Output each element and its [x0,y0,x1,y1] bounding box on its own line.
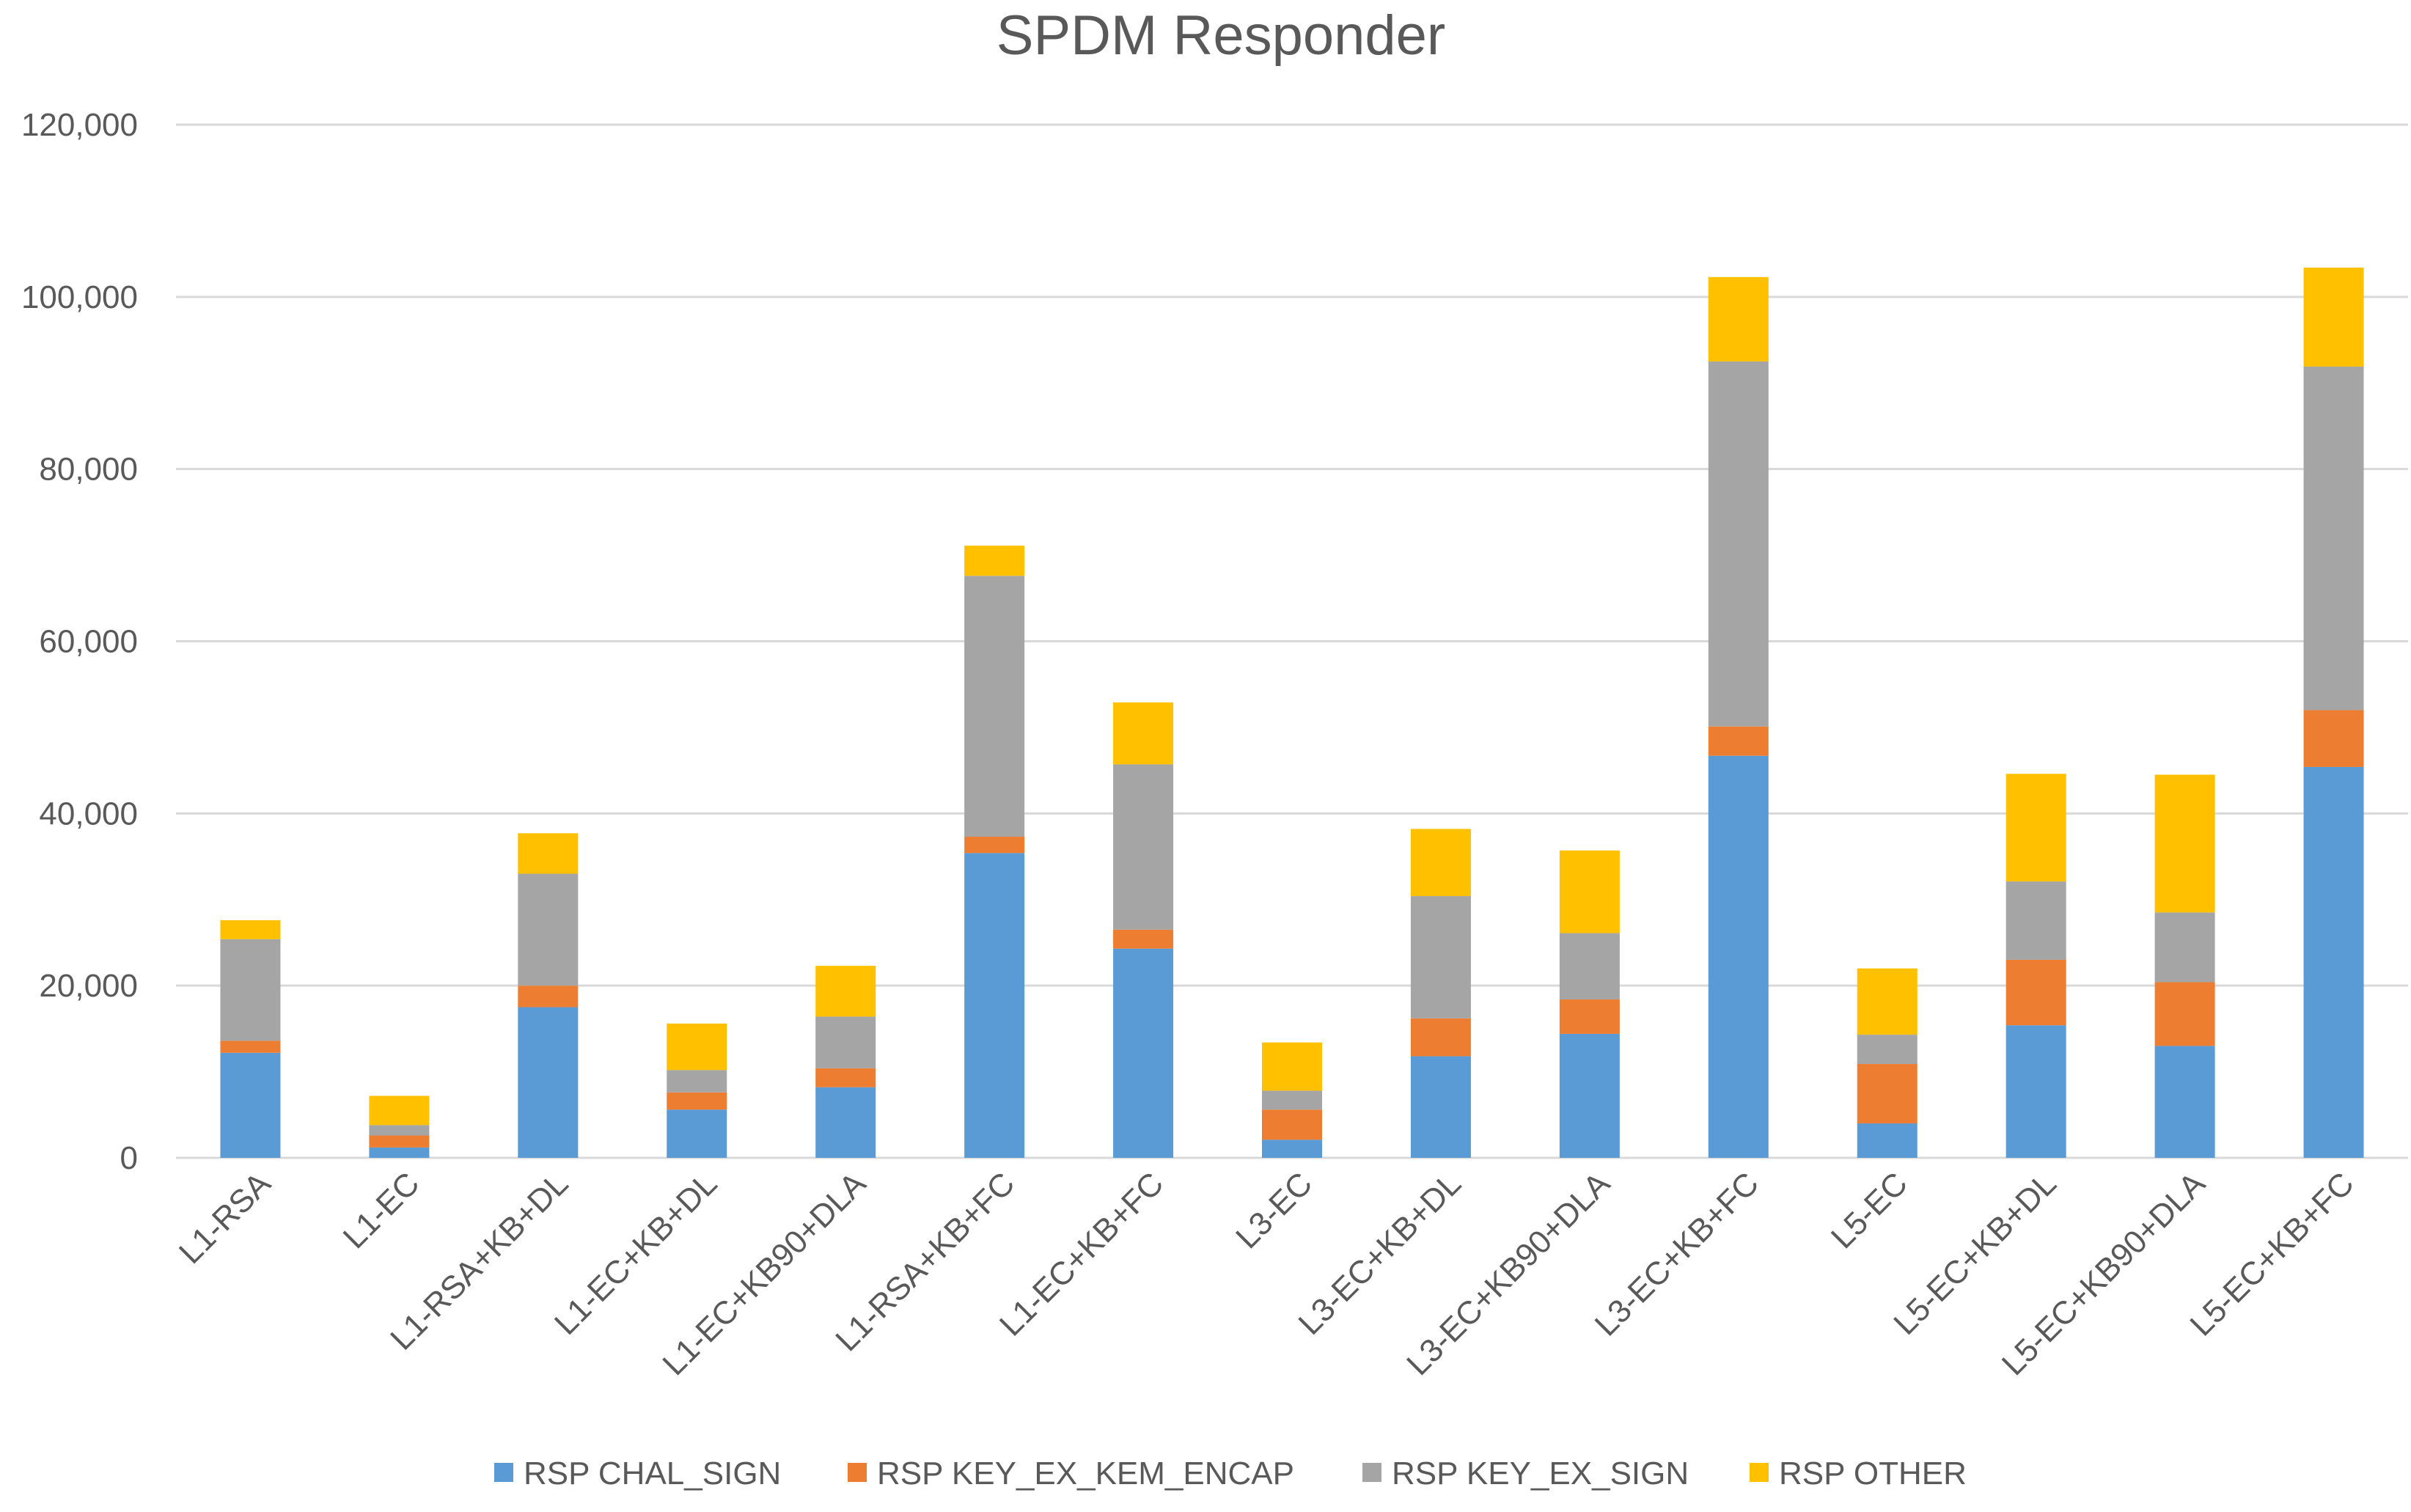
x-tick-label: L3-EC [1229,1165,1319,1255]
bar-segment [2154,1046,2215,1158]
x-tick-label: L1-RSA [172,1165,278,1271]
bar-segment [1113,764,1174,930]
bar-segment [964,546,1025,576]
x-axis-ticks: L1-RSA L1-ECL1-RSA+KB+DLL1-EC+KB+DLL1-EC+… [172,1165,2361,1382]
bar-segment [1857,968,1918,1035]
y-tick-label: 40,000 [39,796,138,832]
bar-segment [220,939,281,1041]
bar-segment [1708,361,1769,727]
y-tick-label: 100,000 [21,279,138,315]
chart-title: SPDM Responder [997,4,1446,67]
bar-segment [2303,710,2364,767]
legend-label: RSP OTHER [1779,1456,1967,1491]
legend-swatch [1362,1463,1381,1482]
bar-segment [220,1041,281,1053]
y-tick-label: 0 [120,1140,138,1176]
bar-segment [1113,929,1174,949]
bar-segment [1113,702,1174,765]
bar-segment [1559,850,1620,933]
legend-label: RSP KEY_EX_SIGN [1392,1456,1689,1491]
bar-segment [1857,1064,1918,1124]
bar-segment [518,986,579,1008]
bar-segment [815,1068,876,1087]
bar-segment [667,1070,727,1093]
y-tick-label: 60,000 [39,624,138,660]
bar-segment [518,873,579,986]
bar-segment [1262,1139,1322,1158]
bar-segment [1262,1090,1322,1110]
bar-segment [2154,982,2215,1046]
legend-label: RSP KEY_EX_KEM_ENCAP [877,1456,1294,1491]
bar-segment [1708,755,1769,1158]
bar-segment [964,837,1025,854]
bar-segment [964,576,1025,837]
bar-segment [1410,1056,1471,1158]
bar-segment [1559,1033,1620,1158]
y-axis-ticks: 0 20,000 40,000 60,000 80,000 100,000 120,000 [21,107,138,1176]
bar-segment [815,966,876,1017]
bar-segment [1262,1109,1322,1140]
legend-item: RSP KEY_EX_SIGN [1362,1456,1689,1491]
legend-swatch [1750,1463,1769,1482]
legend-item: RSP CHAL_SIGN [494,1456,781,1491]
legend-label: RSP CHAL_SIGN [524,1456,781,1491]
bar-segment [1410,1018,1471,1057]
bar-segment [1708,726,1769,756]
bar-segment [2154,912,2215,983]
legend-item: RSP OTHER [1750,1456,1967,1491]
bar-segment [667,1023,727,1071]
legend-swatch [494,1463,513,1482]
bar-segment [220,1052,281,1158]
bar-segment [1559,933,1620,999]
bar-segment [1857,1123,1918,1158]
gridlines [176,123,2408,1159]
y-tick-label: 80,000 [39,452,138,488]
bar-segment [369,1125,430,1136]
y-tick-label: 20,000 [39,968,138,1004]
bar-segment [1559,999,1620,1034]
bar-segment [2303,267,2364,367]
bar-segment [1113,948,1174,1158]
bar-segment [2006,959,2066,1026]
bar-segment [1410,896,1471,1019]
legend-swatch [848,1463,867,1482]
bar-segment [369,1135,430,1148]
bar-segment [220,920,281,939]
bar-segment [1410,829,1471,897]
bar-segment [1708,276,1769,362]
bar-segment [1857,1035,1918,1065]
bars [220,267,2364,1158]
legend: RSP CHAL_SIGN RSP KEY_EX_KEM_ENCAP RSP KEY… [494,1456,1967,1491]
bar-segment [2303,766,2364,1158]
x-tick-label: L5-EC [1824,1165,1915,1255]
bar-segment [667,1109,727,1158]
x-tick-label: L1-EC [337,1165,427,1255]
bar-segment [2303,366,2364,711]
bar-segment [2006,774,2066,882]
bar-segment [369,1096,430,1126]
y-tick-label: 120,000 [21,107,138,143]
bar-segment [964,853,1025,1158]
bar-segment [2154,774,2215,913]
bar-segment [518,833,579,874]
bar-segment [815,1087,876,1158]
bar-segment [369,1147,430,1158]
bar-segment [2006,881,2066,960]
bar-segment [2006,1025,2066,1158]
bar-segment [667,1092,727,1110]
bar-segment [518,1007,579,1158]
bar-segment [815,1016,876,1068]
legend-item: RSP KEY_EX_KEM_ENCAP [848,1456,1294,1491]
bar-segment [1262,1042,1322,1091]
